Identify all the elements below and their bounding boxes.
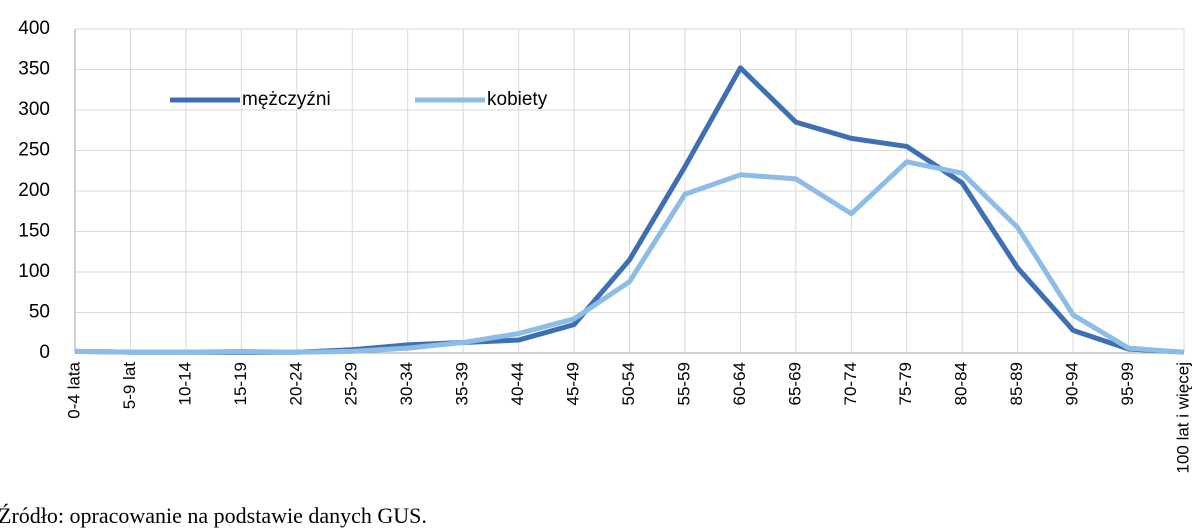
- y-tick-label: 300: [18, 99, 50, 120]
- source-note: Źródło: opracowanie na podstawie danych …: [0, 503, 427, 528]
- x-tick-label: 25-29: [342, 362, 361, 405]
- y-tick-label: 100: [18, 261, 50, 282]
- y-tick-label: 200: [18, 180, 50, 201]
- y-tick-label: 250: [18, 140, 50, 161]
- x-tick-label: 35-39: [453, 362, 472, 405]
- x-tick-label: 30-34: [397, 362, 416, 405]
- x-tick-label: 15-19: [231, 362, 250, 405]
- y-tick-label: 150: [18, 221, 50, 242]
- x-tick-label: 60-64: [730, 362, 749, 405]
- y-tick-label: 350: [18, 59, 50, 80]
- x-tick-label: 70-74: [841, 362, 860, 405]
- x-tick-label: 5-9 lat: [120, 362, 139, 410]
- x-tick-label: 75-79: [896, 362, 915, 405]
- y-tick-label: 50: [29, 302, 50, 323]
- y-tick-label: 0: [39, 342, 50, 363]
- x-tick-label: 50-54: [619, 362, 638, 405]
- x-tick-label: 0-4 lata: [64, 361, 83, 418]
- x-tick-label: 90-94: [1063, 362, 1082, 405]
- x-tick-label: 85-89: [1007, 362, 1026, 405]
- series-line: [74, 159, 1185, 355]
- legend-label: mężczyźni: [242, 89, 331, 110]
- x-tick-label: 40-44: [508, 362, 527, 405]
- x-tick-label: 20-24: [286, 362, 305, 405]
- x-tick-label: 45-49: [564, 362, 583, 405]
- x-tick-label: 55-59: [674, 362, 693, 405]
- x-tick-label: 95-99: [1118, 362, 1137, 405]
- legend-label: kobiety: [487, 89, 548, 110]
- x-tick-label: 80-84: [952, 362, 971, 405]
- x-tick-label: 65-69: [785, 362, 804, 405]
- x-tick-label: 100 lat i więcej: [1173, 362, 1192, 474]
- x-tick-label: 10-14: [175, 362, 194, 405]
- y-tick-label: 400: [18, 18, 50, 39]
